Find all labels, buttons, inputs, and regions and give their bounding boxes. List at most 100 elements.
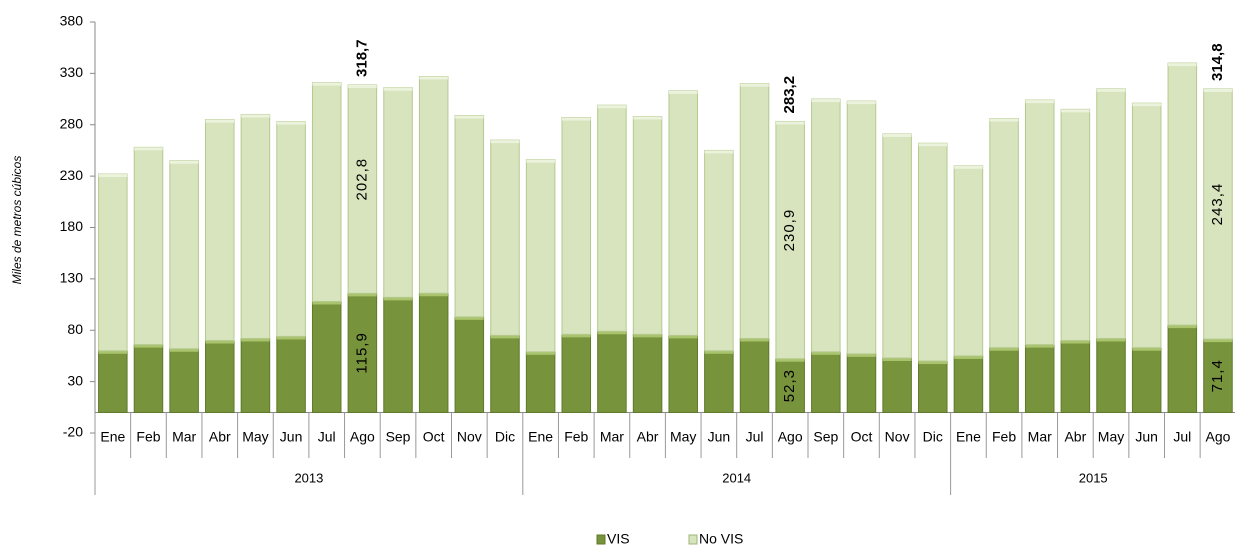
bar-cap xyxy=(1025,344,1054,348)
x-tick-label: Abr xyxy=(637,429,659,445)
bar-cap xyxy=(1168,325,1197,329)
bar-cap xyxy=(1061,109,1090,113)
year-label: 2013 xyxy=(294,470,323,485)
bar-cap xyxy=(918,361,948,365)
x-tick-label: Feb xyxy=(564,429,588,445)
total-label: 314,8 xyxy=(1209,43,1226,81)
bar-cap xyxy=(348,84,377,88)
x-tick-label: Feb xyxy=(136,429,160,445)
bar-segment xyxy=(311,82,342,302)
bar-cap xyxy=(1061,340,1090,344)
bar-cap xyxy=(419,76,448,80)
bar-segment xyxy=(1060,108,1091,342)
bar-cap xyxy=(811,351,841,355)
bar-segment xyxy=(490,334,520,413)
x-tick-label: Jun xyxy=(1135,429,1158,445)
bar-cap xyxy=(526,159,555,163)
bar-segment xyxy=(525,351,556,413)
bar-cap xyxy=(668,335,698,339)
bar-segment xyxy=(169,348,199,413)
bar-segment xyxy=(1060,340,1091,413)
x-tick-label: Sep xyxy=(386,429,411,445)
value-label: 71,4 xyxy=(1209,359,1226,392)
bar-cap xyxy=(1132,103,1161,107)
bar-cap xyxy=(455,316,484,320)
x-tick-label: Abr xyxy=(1064,429,1086,445)
bar-cap xyxy=(490,335,520,339)
bar-segment xyxy=(1131,102,1162,349)
bar-segment xyxy=(383,87,413,298)
bar-cap xyxy=(954,355,983,359)
bar-segment xyxy=(597,104,627,332)
y-tick-label: 180 xyxy=(60,218,84,234)
bar-cap xyxy=(633,334,662,338)
x-tick-label: Feb xyxy=(992,429,1016,445)
value-label: 230,9 xyxy=(781,209,798,252)
x-tick-label: Nov xyxy=(457,429,482,445)
bar-segment xyxy=(1096,88,1126,339)
y-tick-label: 30 xyxy=(67,372,83,388)
bar-segment xyxy=(811,351,841,413)
bar-segment xyxy=(704,350,734,413)
bar-cap xyxy=(241,114,270,118)
bar-segment xyxy=(597,330,627,413)
y-tick-label: 380 xyxy=(60,13,84,29)
y-tick-label: 280 xyxy=(60,115,84,131)
bar-cap xyxy=(775,121,805,125)
bar-segment xyxy=(953,165,984,357)
bar-cap xyxy=(704,350,734,354)
total-label: 318,7 xyxy=(353,39,370,77)
bar-segment xyxy=(1203,88,1233,340)
bar-segment xyxy=(704,149,734,352)
bar-segment xyxy=(918,142,948,362)
bar-segment xyxy=(1167,62,1198,326)
bar-segment xyxy=(418,75,449,294)
legend-label: No VIS xyxy=(699,531,743,547)
bar-cap xyxy=(633,116,662,120)
x-tick-label: May xyxy=(242,429,268,445)
value-label: 202,8 xyxy=(353,158,370,201)
bar-cap xyxy=(241,338,270,342)
bar-cap xyxy=(526,351,555,355)
y-axis-title: Miles de metros cúbicos xyxy=(10,156,24,285)
bar-segment xyxy=(276,335,306,413)
bar-segment xyxy=(347,292,378,413)
bar-segment xyxy=(1024,344,1055,413)
value-label: 52,3 xyxy=(781,369,798,402)
bar-cap xyxy=(312,82,341,86)
x-tick-label: Jul xyxy=(746,429,764,445)
bar-cap xyxy=(98,174,128,178)
bar-cap xyxy=(668,90,698,94)
x-tick-label: Jun xyxy=(708,429,731,445)
x-tick-label: Ene xyxy=(956,429,981,445)
bar-segment xyxy=(1167,324,1198,413)
year-label: 2015 xyxy=(1079,470,1108,485)
bar-cap xyxy=(847,353,876,357)
bar-segment xyxy=(846,100,877,355)
x-tick-label: Nov xyxy=(885,429,910,445)
bar-segment xyxy=(311,300,342,413)
year-label: 2014 xyxy=(722,470,751,485)
bar-segment xyxy=(775,358,805,413)
x-tick-label: May xyxy=(670,429,696,445)
bar-cap xyxy=(419,293,448,297)
bar-segment xyxy=(383,296,413,413)
x-tick-label: Mar xyxy=(172,429,196,445)
bar-cap xyxy=(740,83,769,87)
bar-segment xyxy=(811,98,841,353)
bar-cap xyxy=(775,358,805,362)
bar-cap xyxy=(383,87,413,91)
bar-cap xyxy=(1203,339,1233,343)
bar-cap xyxy=(918,143,948,147)
bar-segment xyxy=(739,83,770,339)
bar-segment xyxy=(1024,99,1055,346)
bar-segment xyxy=(133,146,164,346)
bar-segment xyxy=(668,90,698,336)
value-label: 243,4 xyxy=(1209,183,1226,226)
bar-segment xyxy=(632,333,663,413)
x-tick-label: Sep xyxy=(813,429,838,445)
y-tick-label: 80 xyxy=(67,321,83,337)
legend-swatch xyxy=(688,534,698,545)
x-tick-label: Dic xyxy=(923,429,943,445)
